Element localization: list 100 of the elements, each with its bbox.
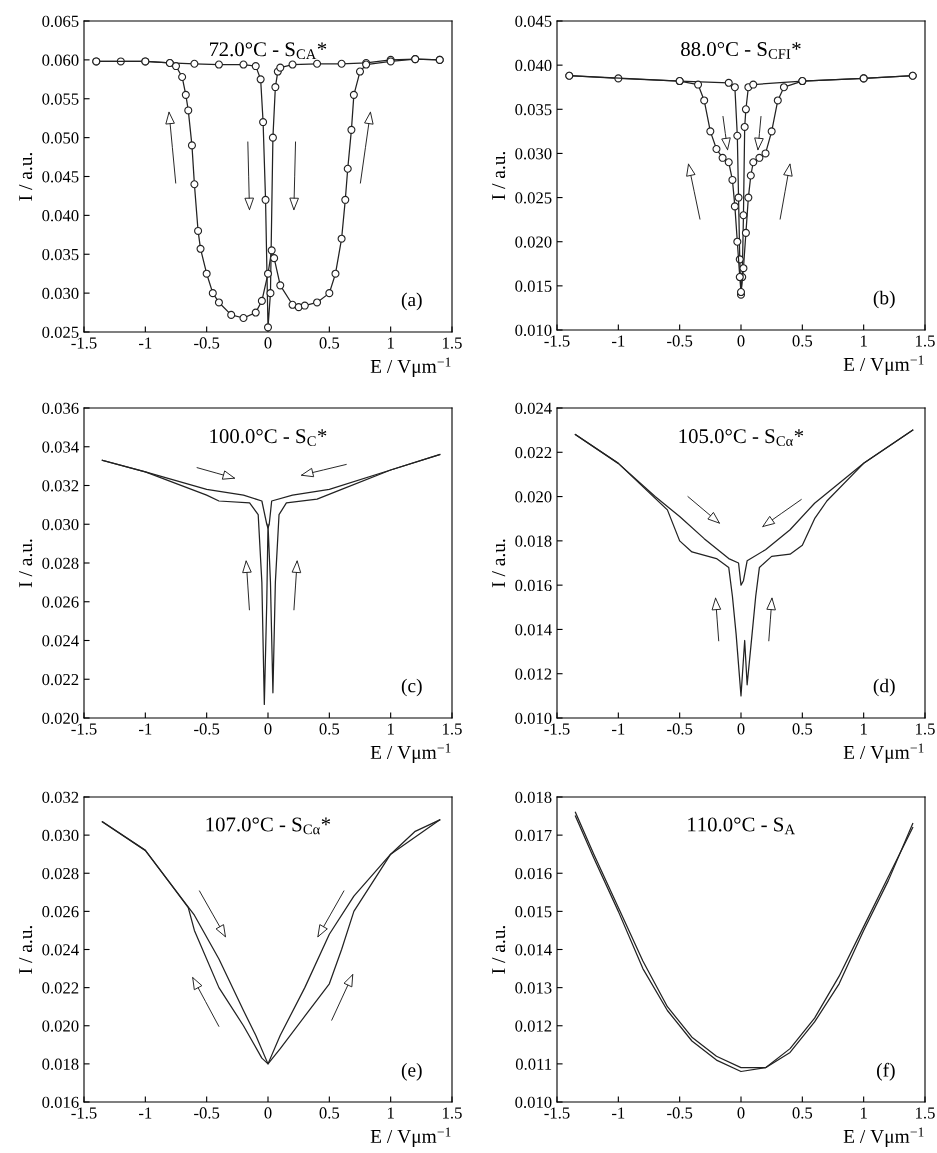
- y-tick-label: 0.030: [42, 518, 79, 531]
- y-tick-label: 0.045: [42, 171, 79, 183]
- x-tick-label: 1.5: [443, 723, 462, 735]
- y-tick-label: 0.055: [42, 93, 79, 105]
- x-tick-label: -0.5: [194, 337, 220, 349]
- x-tick-label: -0.5: [194, 1107, 220, 1119]
- x-tick-label: -1.5: [544, 335, 570, 347]
- x-tick-label: -1.5: [71, 1107, 97, 1119]
- y-tick-label: 0.028: [42, 867, 79, 880]
- annotation: (e): [401, 1063, 422, 1081]
- y-tick-label: 0.016: [42, 1096, 79, 1109]
- y-tick-label: 0.015: [515, 906, 552, 918]
- x-axis-title: E / Vμm$^{−1}$: [370, 743, 451, 763]
- y-tick-label: 0.024: [42, 944, 79, 956]
- x-axis-title: E / Vμm$^{−1}$: [843, 743, 924, 763]
- x-tick-label: -1: [139, 337, 152, 349]
- x-tick-label: -1.5: [544, 1107, 570, 1119]
- x-tick-label: 0: [264, 1107, 272, 1119]
- annotation: (d): [873, 678, 895, 697]
- y-tick-label: 0.030: [42, 829, 79, 842]
- y-tick-label: 0.014: [515, 624, 552, 636]
- x-tick-label: -0.5: [667, 335, 693, 347]
- y-tick-label: 0.050: [42, 132, 79, 144]
- x-tick-label: 1.5: [443, 337, 462, 349]
- text: 105.0°C - S$_{Cα}$*: [679, 429, 804, 446]
- y-tick-label: 0.011: [515, 1058, 552, 1070]
- y-tick-label: 0.028: [42, 557, 79, 570]
- y-tick-label: 0.018: [515, 535, 552, 547]
- x-tick-label: 0.5: [792, 335, 813, 347]
- y-axis-title: I / a.u.: [19, 539, 33, 588]
- text: 88.0°C - S$_{CFI}$*: [681, 41, 801, 59]
- y-tick-label: 0.035: [42, 248, 79, 261]
- annotation: (c): [401, 678, 422, 697]
- y-tick-label: 0.013: [515, 982, 552, 994]
- x-tick-label: 0.5: [792, 723, 813, 735]
- y-tick-label: 0.025: [42, 326, 79, 339]
- x-tick-label: 0.5: [319, 723, 340, 735]
- x-tick-label: 0.5: [319, 1107, 340, 1119]
- y-tick-label: 0.016: [515, 867, 552, 880]
- x-tick-label: -1.5: [544, 723, 570, 735]
- y-tick-label: 0.036: [42, 402, 79, 415]
- x-tick-label: 1: [387, 1107, 394, 1119]
- text: 100.0°C - S$_{C}$*: [210, 429, 327, 446]
- y-tick-label: 0.026: [42, 596, 79, 608]
- x-axis-title: E / Vμm$^{−1}$: [370, 1127, 451, 1147]
- y-tick-label: 0.018: [515, 791, 552, 804]
- x-tick-label: -1.5: [71, 723, 97, 735]
- y-tick-label: 0.017: [515, 829, 552, 842]
- y-tick-label: 0.012: [515, 1020, 552, 1032]
- x-tick-label: -1.5: [71, 337, 97, 349]
- text: 107.0°C - S$_{Cα}$*: [206, 817, 331, 835]
- x-axis-title: E / Vμm$^{−1}$: [843, 355, 924, 375]
- y-tick-label: 0.022: [42, 673, 79, 686]
- x-tick-label: -1: [612, 335, 625, 347]
- x-tick-label: 0: [737, 723, 745, 735]
- y-tick-label: 0.020: [42, 1020, 79, 1032]
- y-tick-label: 0.010: [515, 1096, 552, 1109]
- x-tick-label: -1: [612, 1107, 625, 1119]
- y-tick-label: 0.045: [515, 15, 552, 28]
- y-tick-label: 0.020: [515, 236, 552, 248]
- x-tick-label: -0.5: [194, 723, 220, 735]
- y-tick-label: 0.035: [515, 103, 552, 116]
- y-tick-label: 0.065: [42, 15, 79, 28]
- y-axis-title: I / a.u.: [492, 925, 506, 974]
- x-tick-label: 1.5: [916, 1107, 935, 1119]
- y-tick-label: 0.012: [515, 668, 552, 680]
- x-tick-label: -1: [139, 1107, 152, 1119]
- y-tick-label: 0.024: [515, 402, 552, 415]
- y-tick-label: 0.010: [515, 324, 552, 337]
- y-tick-label: 0.040: [42, 210, 79, 222]
- y-tick-label: 0.030: [515, 148, 552, 160]
- x-axis-title: E / Vμm$^{−1}$: [370, 357, 451, 377]
- annotation: (b): [873, 290, 895, 309]
- y-tick-label: 0.030: [42, 287, 79, 300]
- y-tick-label: 0.032: [42, 791, 79, 804]
- y-tick-label: 0.010: [515, 712, 552, 725]
- x-tick-label: -0.5: [667, 723, 693, 735]
- y-tick-label: 0.026: [42, 906, 79, 918]
- x-tick-label: 1.5: [916, 723, 935, 735]
- x-tick-label: 1: [860, 335, 867, 347]
- text: 72.0°C - S$_{CA}$*: [210, 42, 327, 60]
- y-axis-title: I / a.u.: [19, 152, 33, 201]
- y-tick-label: 0.034: [42, 441, 79, 453]
- y-axis-title: I / a.u.: [19, 925, 33, 974]
- x-tick-label: 1: [387, 337, 394, 349]
- y-tick-label: 0.024: [42, 635, 79, 647]
- x-tick-label: 1.5: [443, 1107, 462, 1119]
- x-tick-label: 0: [264, 723, 272, 735]
- y-tick-label: 0.022: [515, 446, 552, 459]
- y-tick-label: 0.025: [515, 192, 552, 204]
- y-tick-label: 0.040: [515, 59, 552, 72]
- y-axis-title: I / a.u.: [492, 539, 506, 588]
- x-tick-label: -0.5: [667, 1107, 693, 1119]
- annotation: (a): [401, 292, 422, 311]
- x-tick-label: 1: [387, 723, 394, 735]
- x-tick-label: 0.5: [792, 1107, 813, 1119]
- x-tick-label: 1: [860, 1107, 867, 1119]
- y-tick-label: 0.020: [42, 712, 79, 725]
- y-tick-label: 0.016: [515, 579, 552, 592]
- annotation: (f): [876, 1062, 895, 1081]
